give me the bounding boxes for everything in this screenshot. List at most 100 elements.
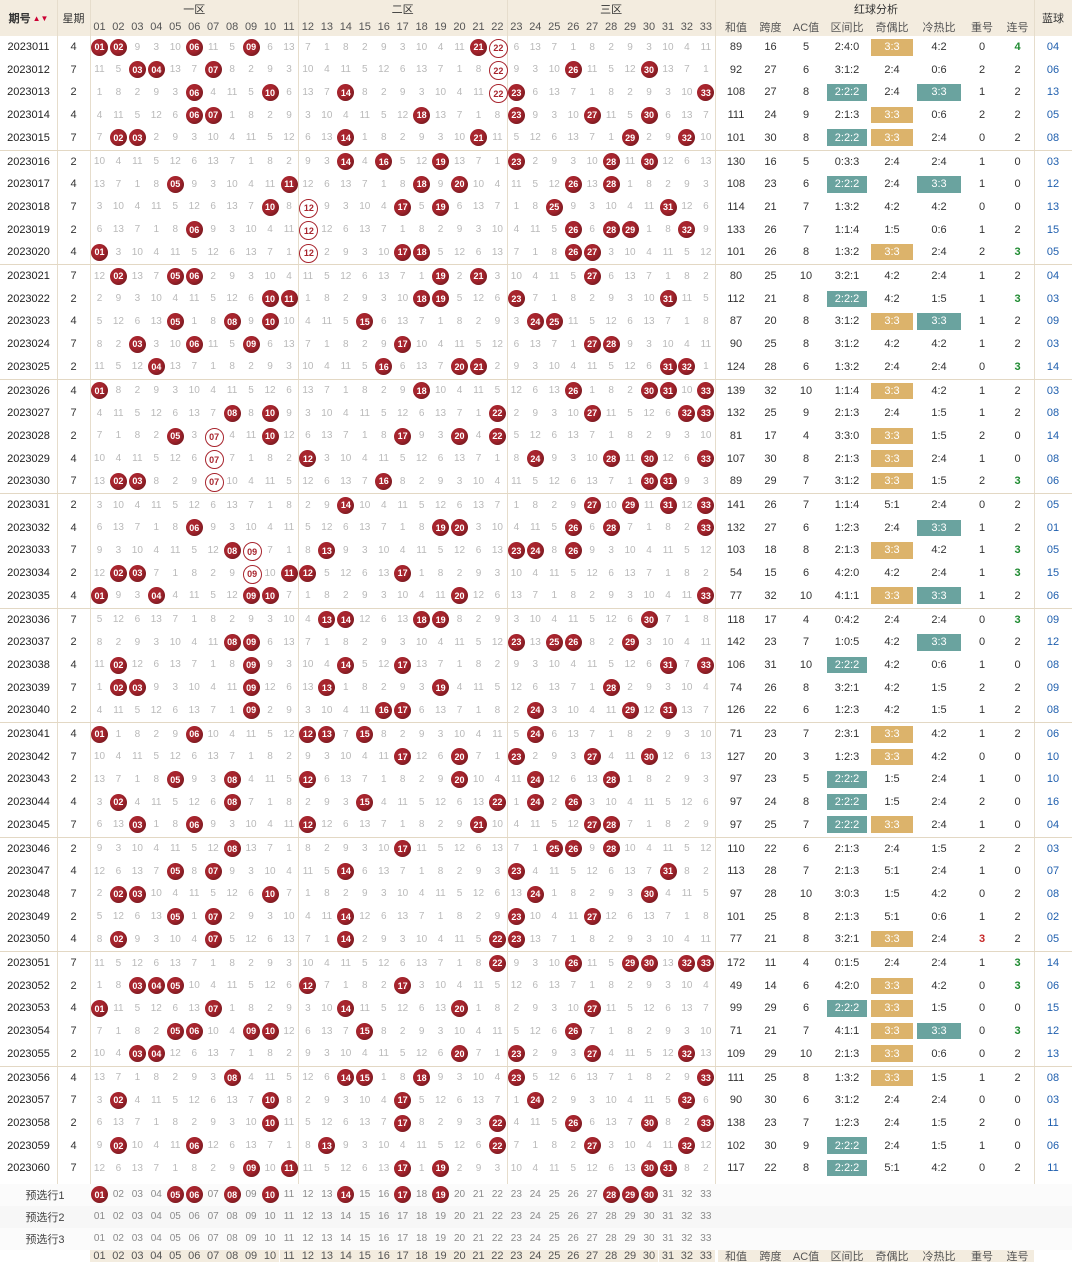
preselect-number[interactable]: 19 — [435, 1233, 447, 1244]
preselect-ball[interactable]: 29 — [621, 1186, 639, 1203]
preselect-ball[interactable]: 19 — [432, 1186, 450, 1203]
preselect-number[interactable]: 32 — [681, 1233, 693, 1244]
preselect-ball[interactable]: 08 — [223, 1186, 241, 1203]
preselect-number[interactable]: 21 — [472, 1211, 485, 1222]
preselect-number[interactable]: 15 — [359, 1189, 371, 1200]
preselect-number[interactable]: 12 — [302, 1233, 314, 1244]
preselect-number[interactable]: 21 — [472, 1233, 485, 1244]
preselect-number[interactable]: 11 — [283, 1211, 295, 1222]
preselect-number[interactable]: 26 — [567, 1189, 579, 1200]
preselect-number[interactable]: 04 — [150, 1189, 162, 1200]
preselect-ball[interactable]: 17 — [394, 1186, 412, 1203]
preselect-number[interactable]: 03 — [131, 1233, 143, 1244]
preselect-number[interactable]: 08 — [226, 1211, 238, 1222]
preselect-number[interactable]: 31 — [662, 1189, 674, 1200]
preselect-number[interactable]: 28 — [605, 1211, 617, 1222]
preselect-number[interactable]: 02 — [112, 1189, 124, 1200]
preselect-number[interactable]: 17 — [397, 1233, 409, 1244]
preselect-number[interactable]: 01 — [93, 1233, 106, 1244]
preselect-number[interactable]: 07 — [207, 1233, 219, 1244]
preselect-number[interactable]: 31 — [662, 1211, 674, 1222]
preselect-number[interactable]: 08 — [226, 1233, 238, 1244]
preselect-number[interactable]: 02 — [112, 1211, 124, 1222]
preselect-number[interactable]: 29 — [624, 1211, 636, 1222]
preselect-number[interactable]: 30 — [643, 1233, 655, 1244]
preselect-number[interactable]: 33 — [700, 1233, 712, 1244]
preselect-number[interactable]: 15 — [359, 1233, 371, 1244]
preselect-number[interactable]: 09 — [245, 1211, 257, 1222]
preselect-number[interactable]: 11 — [283, 1189, 295, 1200]
preselect-number[interactable]: 15 — [359, 1211, 371, 1222]
preselect-number[interactable]: 21 — [472, 1189, 485, 1200]
preselect-number[interactable]: 18 — [416, 1189, 428, 1200]
preselect-number[interactable]: 23 — [510, 1189, 522, 1200]
preselect-number[interactable]: 06 — [188, 1211, 200, 1222]
preselect-number[interactable]: 25 — [548, 1189, 560, 1200]
preselect-number[interactable]: 11 — [283, 1233, 295, 1244]
preselect-number[interactable]: 03 — [131, 1189, 143, 1200]
preselect-ball[interactable]: 05 — [166, 1186, 184, 1203]
preselect-number[interactable]: 13 — [321, 1189, 333, 1200]
preselect-number[interactable]: 24 — [529, 1211, 541, 1222]
preselect-number[interactable]: 18 — [416, 1233, 428, 1244]
preselect-number[interactable]: 22 — [491, 1189, 503, 1200]
preselect-number[interactable]: 32 — [681, 1211, 693, 1222]
preselect-number[interactable]: 13 — [321, 1211, 333, 1222]
preselect-number[interactable]: 20 — [453, 1233, 466, 1244]
preselect-number[interactable]: 20 — [453, 1189, 466, 1200]
preselect-number[interactable]: 13 — [321, 1233, 333, 1244]
preselect-ball[interactable]: 30 — [640, 1186, 658, 1203]
sort-icon[interactable]: ▲▼ — [32, 13, 49, 23]
preselect-number[interactable]: 31 — [662, 1233, 674, 1244]
preselect-number[interactable]: 25 — [548, 1233, 560, 1244]
preselect-number[interactable]: 10 — [264, 1233, 276, 1244]
preselect-number[interactable]: 27 — [586, 1211, 598, 1222]
preselect-number[interactable]: 05 — [169, 1211, 181, 1222]
preselect-number[interactable]: 17 — [397, 1211, 409, 1222]
preselect-number[interactable]: 16 — [378, 1211, 390, 1222]
preselect-number[interactable]: 16 — [378, 1189, 390, 1200]
preselect-number[interactable]: 04 — [150, 1233, 162, 1244]
preselect-number[interactable]: 25 — [548, 1211, 560, 1222]
preselect-number[interactable]: 12 — [302, 1189, 314, 1200]
preselect-number[interactable]: 26 — [567, 1211, 579, 1222]
preselect-number[interactable]: 23 — [510, 1233, 522, 1244]
preselect-ball[interactable]: 01 — [91, 1186, 108, 1203]
preselect-number[interactable]: 14 — [340, 1211, 352, 1222]
preselect-number[interactable]: 10 — [264, 1211, 276, 1222]
preselect-number[interactable]: 07 — [207, 1211, 219, 1222]
preselect-number[interactable]: 23 — [510, 1211, 522, 1222]
preselect-number[interactable]: 12 — [302, 1211, 314, 1222]
preselect-number[interactable]: 16 — [378, 1233, 390, 1244]
preselect-number[interactable]: 07 — [207, 1189, 219, 1200]
preselect-number[interactable]: 32 — [681, 1189, 693, 1200]
preselect-number[interactable]: 33 — [700, 1189, 712, 1200]
preselect-number[interactable]: 03 — [131, 1211, 143, 1222]
preselect-number[interactable]: 18 — [416, 1211, 428, 1222]
preselect-number[interactable]: 05 — [169, 1233, 181, 1244]
preselect-number[interactable]: 09 — [245, 1233, 257, 1244]
preselect-number[interactable]: 28 — [605, 1233, 617, 1244]
preselect-number[interactable]: 02 — [112, 1233, 124, 1244]
preselect-number[interactable]: 06 — [188, 1233, 200, 1244]
preselect-number[interactable]: 26 — [567, 1233, 579, 1244]
period-header[interactable]: 期号 ▲▼ — [0, 0, 57, 36]
preselect-number[interactable]: 27 — [586, 1233, 598, 1244]
preselect-number[interactable]: 27 — [586, 1189, 598, 1200]
preselect-number[interactable]: 09 — [245, 1189, 257, 1200]
preselect-number[interactable]: 24 — [529, 1189, 541, 1200]
preselect-number[interactable]: 24 — [529, 1233, 541, 1244]
preselect-number[interactable]: 20 — [453, 1211, 466, 1222]
preselect-ball[interactable]: 10 — [261, 1186, 279, 1203]
preselect-number[interactable]: 30 — [643, 1211, 655, 1222]
preselect-ball[interactable]: 28 — [602, 1186, 620, 1203]
preselect-number[interactable]: 04 — [150, 1211, 162, 1222]
preselect-number[interactable]: 19 — [435, 1211, 447, 1222]
preselect-number[interactable]: 14 — [340, 1233, 352, 1244]
preselect-number[interactable]: 29 — [624, 1233, 636, 1244]
preselect-number[interactable]: 22 — [491, 1211, 503, 1222]
preselect-ball[interactable]: 14 — [337, 1186, 355, 1203]
preselect-ball[interactable]: 06 — [185, 1186, 203, 1203]
preselect-number[interactable]: 33 — [700, 1211, 712, 1222]
preselect-number[interactable]: 22 — [491, 1233, 503, 1244]
